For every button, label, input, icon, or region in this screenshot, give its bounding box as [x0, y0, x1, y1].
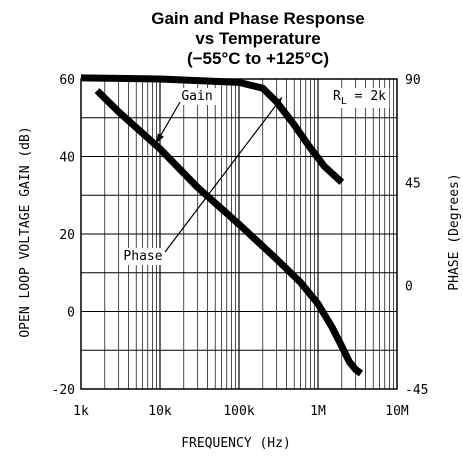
chart-title-line-2: vs Temperature: [195, 29, 320, 48]
callout-gain-label: Gain: [181, 89, 212, 104]
y2-tick-labels: 90 45 0 -45: [405, 73, 428, 398]
y2-axis-label: PHASE (Degrees): [447, 173, 462, 290]
series-gain-line: [94, 88, 364, 377]
chart-title-line-3: (−55°C to +125°C): [187, 49, 329, 68]
x-tick-labels: 1k 10k 100k 1M 10M: [73, 404, 409, 419]
annotations: Gain Phase RL = 2k: [120, 88, 390, 265]
callout-phase-arrowhead: [273, 97, 282, 107]
callout-phase-bg: [120, 248, 166, 265]
callout-phase-label: Phase: [123, 249, 162, 264]
plot-frame: [80, 78, 398, 390]
load-resistance-annotation-bg: [330, 88, 390, 108]
x-tick-label: 10M: [385, 404, 409, 419]
callout-phase-arrow: [164, 97, 283, 253]
y2-tick-label: 0: [405, 280, 413, 295]
y-tick-label: 40: [59, 151, 75, 166]
y-tick-label: 0: [67, 306, 75, 321]
y-tick-label: 20: [59, 228, 75, 243]
callout-gain-bg: [178, 88, 216, 105]
y2-tick-label: -45: [405, 383, 428, 398]
chart-title: Gain and Phase Response vs Temperature (…: [151, 9, 365, 68]
y-axis-label: OPEN LOOP VOLTAGE GAIN (dB): [18, 126, 33, 337]
callout-gain-arrowhead: [156, 133, 164, 143]
y2-tick-label: 45: [405, 176, 421, 191]
y-tick-label: -20: [52, 383, 75, 398]
x-tick-label: 1M: [310, 404, 326, 419]
grid: [81, 79, 397, 389]
x-axis-label: FREQUENCY (Hz): [181, 436, 291, 451]
series-layer: [80, 74, 364, 377]
x-tick-label: 1k: [73, 404, 89, 419]
load-resistance-annotation: RL = 2k: [333, 89, 386, 107]
y2-tick-label: 90: [405, 73, 421, 88]
y-tick-labels: 60 40 20 0 -20: [52, 73, 75, 398]
x-tick-label: 100k: [223, 404, 254, 419]
y-tick-label: 60: [59, 73, 75, 88]
chart-title-line-1: Gain and Phase Response: [151, 9, 365, 28]
x-tick-label: 10k: [148, 404, 172, 419]
